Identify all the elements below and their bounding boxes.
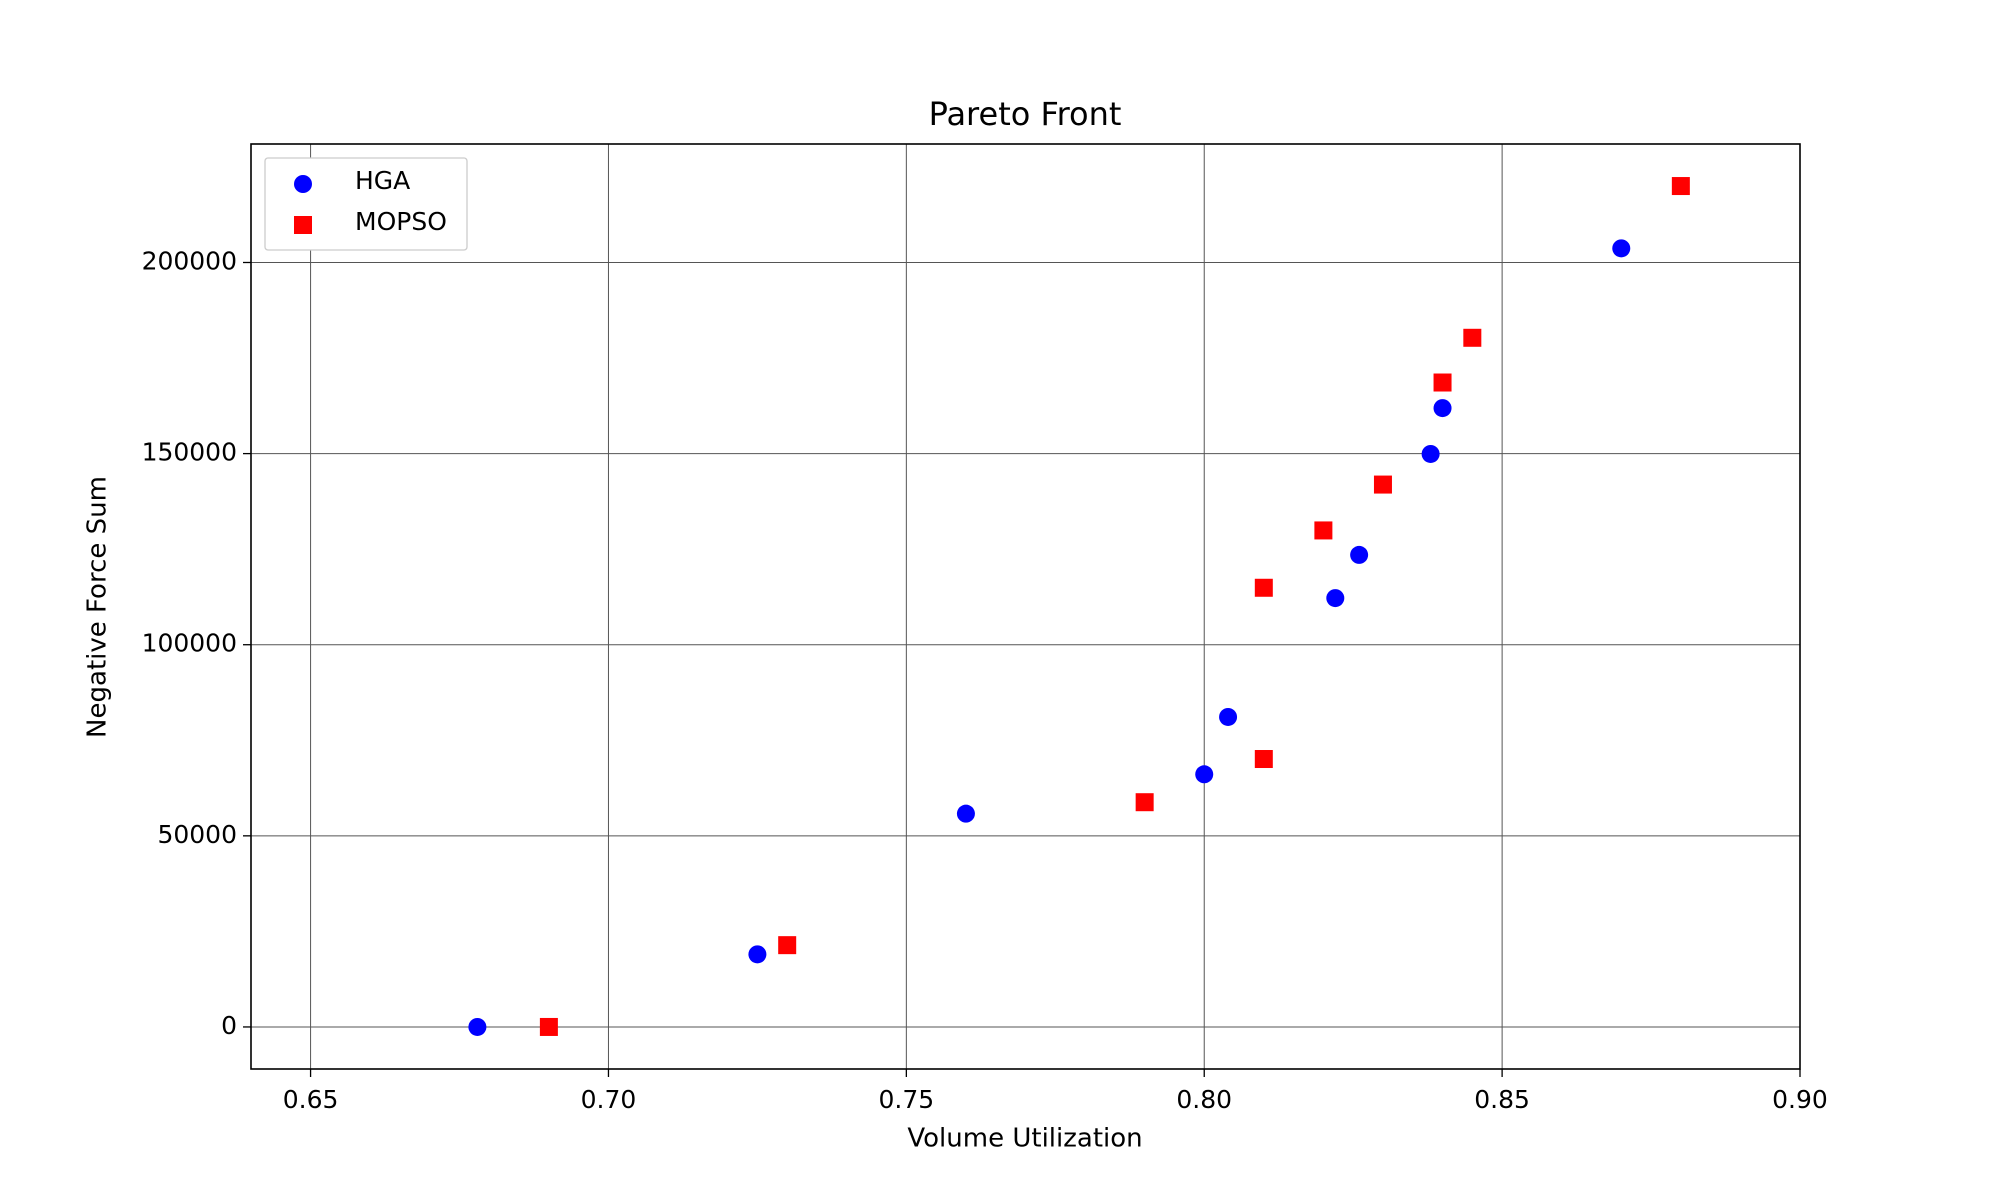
point <box>778 936 797 955</box>
y-tick-label: 150000 <box>142 438 237 467</box>
legend-label: MOPSO <box>355 207 447 236</box>
x-tick-label: 0.70 <box>581 1085 637 1114</box>
point <box>1373 475 1392 494</box>
point <box>1433 373 1452 392</box>
legend-marker <box>294 175 312 193</box>
point <box>956 804 975 823</box>
x-tick-label: 0.80 <box>1176 1085 1232 1114</box>
legend-box <box>264 157 468 251</box>
x-tick-label: 0.90 <box>1772 1085 1828 1114</box>
point <box>1314 521 1333 540</box>
point <box>748 945 767 964</box>
y-tick-label: 100000 <box>142 629 237 658</box>
point <box>1326 589 1345 608</box>
chart-title: Pareto Front <box>929 95 1122 133</box>
y-tick-label: 0 <box>221 1011 237 1040</box>
point <box>1195 765 1214 784</box>
point <box>1433 399 1452 418</box>
x-tick-label: 0.65 <box>283 1085 339 1114</box>
point <box>1671 177 1690 196</box>
point <box>1254 578 1273 597</box>
x-tick-label: 0.75 <box>879 1085 935 1114</box>
y-axis-label: Negative Force Sum <box>83 476 113 738</box>
legend-marker <box>294 216 312 234</box>
point <box>539 1017 558 1036</box>
point <box>1219 707 1238 726</box>
x-axis-label: Volume Utilization <box>907 1124 1142 1154</box>
point <box>1421 444 1440 463</box>
plot-frame <box>250 143 1801 1070</box>
x-tick-label: 0.85 <box>1474 1085 1530 1114</box>
y-tick-label: 200000 <box>142 246 237 275</box>
legend-label: HGA <box>355 166 410 195</box>
point <box>1463 328 1482 347</box>
point <box>468 1017 487 1036</box>
point <box>1135 793 1154 812</box>
point <box>1612 239 1631 258</box>
point <box>1254 750 1273 769</box>
point <box>1350 545 1369 564</box>
y-tick-label: 50000 <box>157 820 237 849</box>
